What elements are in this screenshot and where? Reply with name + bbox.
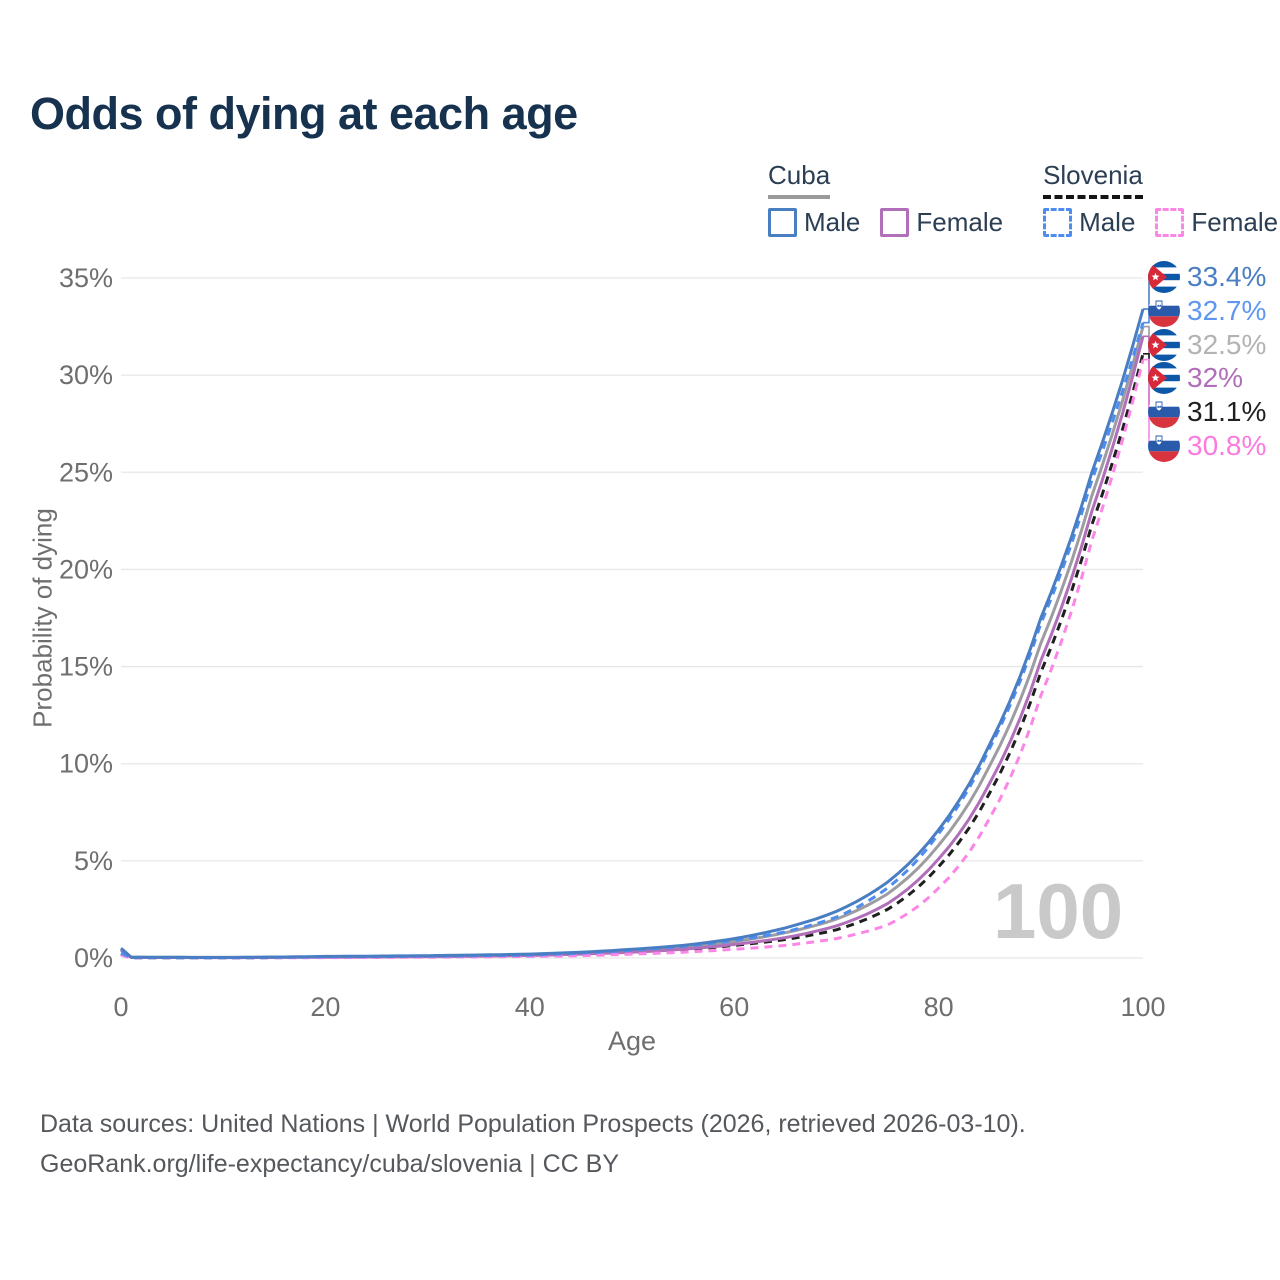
legend-label-cuba-male: Male [804, 207, 861, 237]
legend-swatch-slovenia-male[interactable] [1043, 208, 1073, 237]
footer-attribution: GeoRank.org/life-expectancy/cuba/sloveni… [40, 1150, 620, 1178]
end-label-value: 32% [1187, 362, 1244, 393]
slovenia-flag-icon [1148, 396, 1180, 428]
y-tick-label: 0% [74, 943, 113, 973]
legend-title-cuba: Cuba [768, 160, 831, 199]
series-line-slovenia-male[interactable] [120, 322, 1145, 960]
legend-group-slovenia: Slovenia Male Female [1043, 160, 1278, 238]
x-tick-label: 0 [113, 992, 128, 1022]
cuba-flag-icon [1148, 261, 1180, 293]
y-tick-label: 10% [59, 749, 113, 779]
slovenia-flag-icon [1148, 396, 1180, 428]
footer-data-sources: Data sources: United Nations | World Pop… [40, 1110, 1026, 1138]
cuba-flag-icon [1148, 362, 1180, 394]
cuba-flag-icon [1148, 261, 1180, 293]
x-tick-label: 100 [1120, 992, 1165, 1022]
y-tick-label: 30% [59, 360, 113, 390]
legend-item-cuba-male[interactable]: Male [768, 207, 860, 238]
series-line-cuba-both-sexes[interactable] [120, 326, 1145, 959]
end-label-value: 30.8% [1187, 430, 1267, 461]
legend-item-cuba-female[interactable]: Female [880, 207, 1003, 238]
x-tick-label: 80 [924, 992, 954, 1022]
end-label-cuba-male: 33.4% [1148, 261, 1266, 293]
x-tick-label: 40 [515, 992, 545, 1022]
end-label-cuba-female: 32% [1148, 362, 1243, 394]
page-title: Odds of dying at each age [30, 88, 578, 139]
end-label-slovenia-male: 32.7% [1148, 295, 1266, 327]
y-tick-label: 25% [59, 457, 113, 487]
end-label-cuba-both-sexes: 32.5% [1148, 329, 1266, 361]
legend-label-slovenia-male: Male [1079, 207, 1136, 237]
x-axis-title: Age [607, 1026, 657, 1056]
slovenia-flag-icon [1148, 295, 1180, 327]
end-label-slovenia-female: 30.8% [1148, 430, 1266, 462]
legend-swatch-slovenia-female[interactable] [1155, 208, 1185, 237]
legend-swatch-cuba-male[interactable] [768, 208, 797, 237]
legend-label-cuba-female: Female [916, 207, 1004, 237]
cuba-flag-icon [1148, 362, 1180, 394]
end-label-value: 32.5% [1187, 329, 1267, 360]
series-line-cuba-male[interactable] [120, 308, 1145, 959]
series-line-slovenia-female[interactable] [120, 359, 1145, 960]
y-tick-label: 35% [59, 263, 113, 293]
legend-label-slovenia-female: Female [1191, 207, 1279, 237]
legend-swatch-cuba-female[interactable] [880, 208, 910, 237]
y-tick-label: 5% [74, 846, 113, 876]
slovenia-flag-icon [1148, 295, 1180, 327]
slovenia-flag-icon [1148, 430, 1180, 462]
cuba-flag-icon [1148, 329, 1180, 361]
series-line-slovenia-both-sexes[interactable] [120, 353, 1145, 960]
cuba-flag-icon [1148, 329, 1180, 361]
x-tick-label: 20 [310, 992, 340, 1022]
slovenia-flag-icon [1148, 430, 1180, 462]
series-line-cuba-female[interactable] [120, 335, 1145, 960]
legend-item-slovenia-female[interactable]: Female [1155, 207, 1278, 238]
legend-group-cuba: Cuba Male Female [768, 160, 1003, 238]
y-tick-label: 20% [59, 554, 113, 584]
end-label-value: 31.1% [1187, 396, 1267, 427]
legend-item-slovenia-male[interactable]: Male [1043, 207, 1135, 238]
legend-title-slovenia: Slovenia [1043, 160, 1143, 199]
x-tick-label: 60 [719, 992, 749, 1022]
footer: Data sources: United Nations | World Pop… [40, 1104, 1026, 1184]
end-label-value: 32.7% [1187, 295, 1267, 326]
age-counter-watermark: 100 [993, 867, 1124, 955]
y-tick-label: 15% [59, 652, 113, 682]
end-label-slovenia-both-sexes: 31.1% [1148, 396, 1266, 428]
chart-legend: Cuba Male Female Slovenia Male Female [768, 160, 1278, 238]
y-axis-title: Probability of dying [27, 508, 58, 728]
end-label-value: 33.4% [1187, 261, 1267, 292]
